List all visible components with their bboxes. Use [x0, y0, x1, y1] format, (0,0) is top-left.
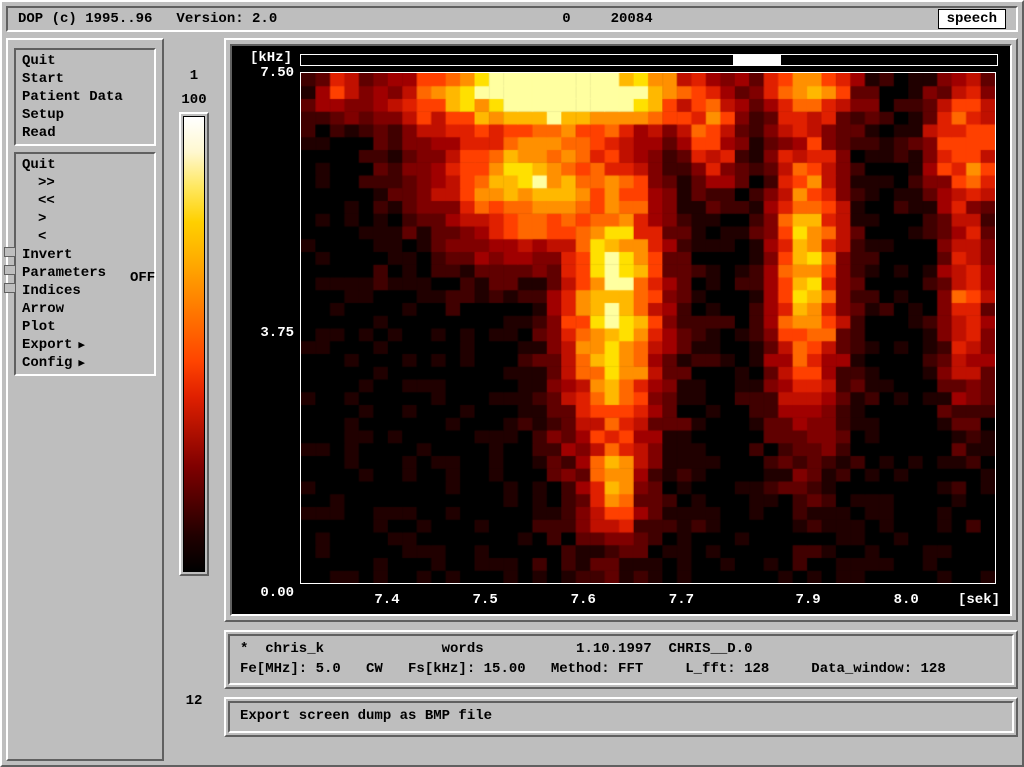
content-column: [kHz] [sek] 7.50 3.75 0.00 7.4 7.5 7.6 7.7 7.9 8…	[224, 38, 1018, 761]
x-tick-label: 7.5	[473, 592, 498, 608]
info-panel: * chris_k words 1.10.1997 CHRIS__D.0 Fe[…	[224, 630, 1018, 689]
title-num2: 20084	[611, 11, 653, 27]
status-panel: Export screen dump as BMP file	[224, 697, 1018, 737]
app-version: Version: 2.0	[176, 11, 277, 27]
info-line1: * chris_k words 1.10.1997 CHRIS__D.0	[240, 640, 1002, 660]
timeline-thumb[interactable]	[733, 55, 782, 65]
colorbar-top-num: 1	[190, 68, 198, 84]
y-tick-label: 3.75	[250, 325, 294, 341]
menu-notch	[4, 247, 16, 257]
submenu-item-[interactable]: >	[20, 210, 150, 228]
menu-notch	[4, 283, 16, 293]
spectrogram-panel: [kHz] [sek] 7.50 3.75 0.00 7.4 7.5 7.6 7.7 7.9 8…	[230, 44, 1012, 616]
mode-badge: speech	[938, 9, 1006, 29]
colorbar-scale-num: 100	[181, 92, 206, 108]
parameters-off-label: OFF	[130, 270, 155, 286]
colorbar-frame	[179, 112, 209, 576]
sub-menu: Quit>><<><InvertParametersIndicesArrowPl…	[14, 152, 156, 376]
info-inner: * chris_k words 1.10.1997 CHRIS__D.0 Fe[…	[228, 634, 1014, 685]
x-tick-label: 7.6	[571, 592, 596, 608]
submenu-item-invert[interactable]: Invert	[20, 246, 150, 264]
menu-notch	[4, 265, 16, 275]
submenu-item-quit[interactable]: Quit	[20, 156, 150, 174]
colorbar-column: 1 100 12	[170, 38, 218, 761]
x-tick-label: 7.7	[669, 592, 694, 608]
y-tick-label: 7.50	[250, 65, 294, 81]
title-numbers: 0 20084	[277, 11, 937, 27]
sidebar: QuitStartPatient DataSetupRead Quit>><<>…	[6, 38, 164, 761]
titlebar: DOP (c) 1995..96 Version: 2.0 0 20084 sp…	[6, 6, 1018, 32]
submenu-item-[interactable]: <<	[20, 192, 150, 210]
submenu-item-[interactable]: >>	[20, 174, 150, 192]
app-window: DOP (c) 1995..96 Version: 2.0 0 20084 sp…	[0, 0, 1024, 767]
x-axis-unit: [sek]	[958, 592, 1000, 608]
submenu-item-config[interactable]: Config▶	[20, 354, 150, 372]
colorbar-bottom-num: 12	[186, 693, 203, 709]
status-text: Export screen dump as BMP file	[228, 701, 1014, 733]
menu-item-setup[interactable]: Setup	[20, 106, 150, 124]
x-tick-label: 7.9	[795, 592, 820, 608]
timeline-scrollbar[interactable]	[300, 54, 998, 66]
submenu-item-arrow[interactable]: Arrow	[20, 300, 150, 318]
app-name: DOP (c) 1995..96	[18, 11, 152, 27]
main-menu: QuitStartPatient DataSetupRead	[14, 48, 156, 146]
y-axis-unit: [kHz]	[250, 50, 292, 66]
spectrogram-frame: [kHz] [sek] 7.50 3.75 0.00 7.4 7.5 7.6 7.7 7.9 8…	[224, 38, 1018, 622]
x-tick-label: 7.4	[374, 592, 399, 608]
submenu-arrow-icon: ▶	[78, 356, 85, 370]
submenu-item-plot[interactable]: Plot	[20, 318, 150, 336]
menu-item-start[interactable]: Start	[20, 70, 150, 88]
info-line2: Fe[MHz]: 5.0 CW Fs[kHz]: 15.00 Method: F…	[240, 660, 1002, 680]
colorbar	[183, 116, 205, 572]
spectrogram-canvas	[301, 73, 995, 583]
x-tick-label: 8.0	[894, 592, 919, 608]
submenu-item-export[interactable]: Export▶	[20, 336, 150, 354]
y-tick-label: 0.00	[250, 585, 294, 601]
submenu-item-[interactable]: <	[20, 228, 150, 246]
menu-item-quit[interactable]: Quit	[20, 52, 150, 70]
main-row: QuitStartPatient DataSetupRead Quit>><<>…	[6, 38, 1018, 761]
spectrogram-plot[interactable]	[300, 72, 996, 584]
menu-item-patient-data[interactable]: Patient Data	[20, 88, 150, 106]
menu-item-read[interactable]: Read	[20, 124, 150, 142]
title-num1: 0	[562, 11, 570, 27]
submenu-arrow-icon: ▶	[78, 338, 85, 352]
